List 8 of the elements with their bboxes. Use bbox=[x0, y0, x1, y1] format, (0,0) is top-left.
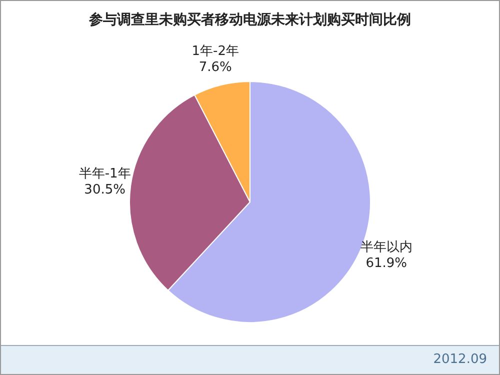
data-label: 61.9% bbox=[366, 256, 408, 271]
slice-label: 半年-1年 bbox=[78, 166, 131, 182]
data-label: 30.5% bbox=[84, 182, 126, 198]
slice-label: 1年-2年 bbox=[192, 44, 239, 60]
data-label: 7.6% bbox=[198, 60, 232, 76]
chart-title: 参与调查里未购买者移动电源未来计划购买时间比例 bbox=[88, 11, 412, 29]
slice-label: 半年以内 bbox=[360, 240, 412, 255]
text: 2012.09 bbox=[433, 352, 487, 367]
